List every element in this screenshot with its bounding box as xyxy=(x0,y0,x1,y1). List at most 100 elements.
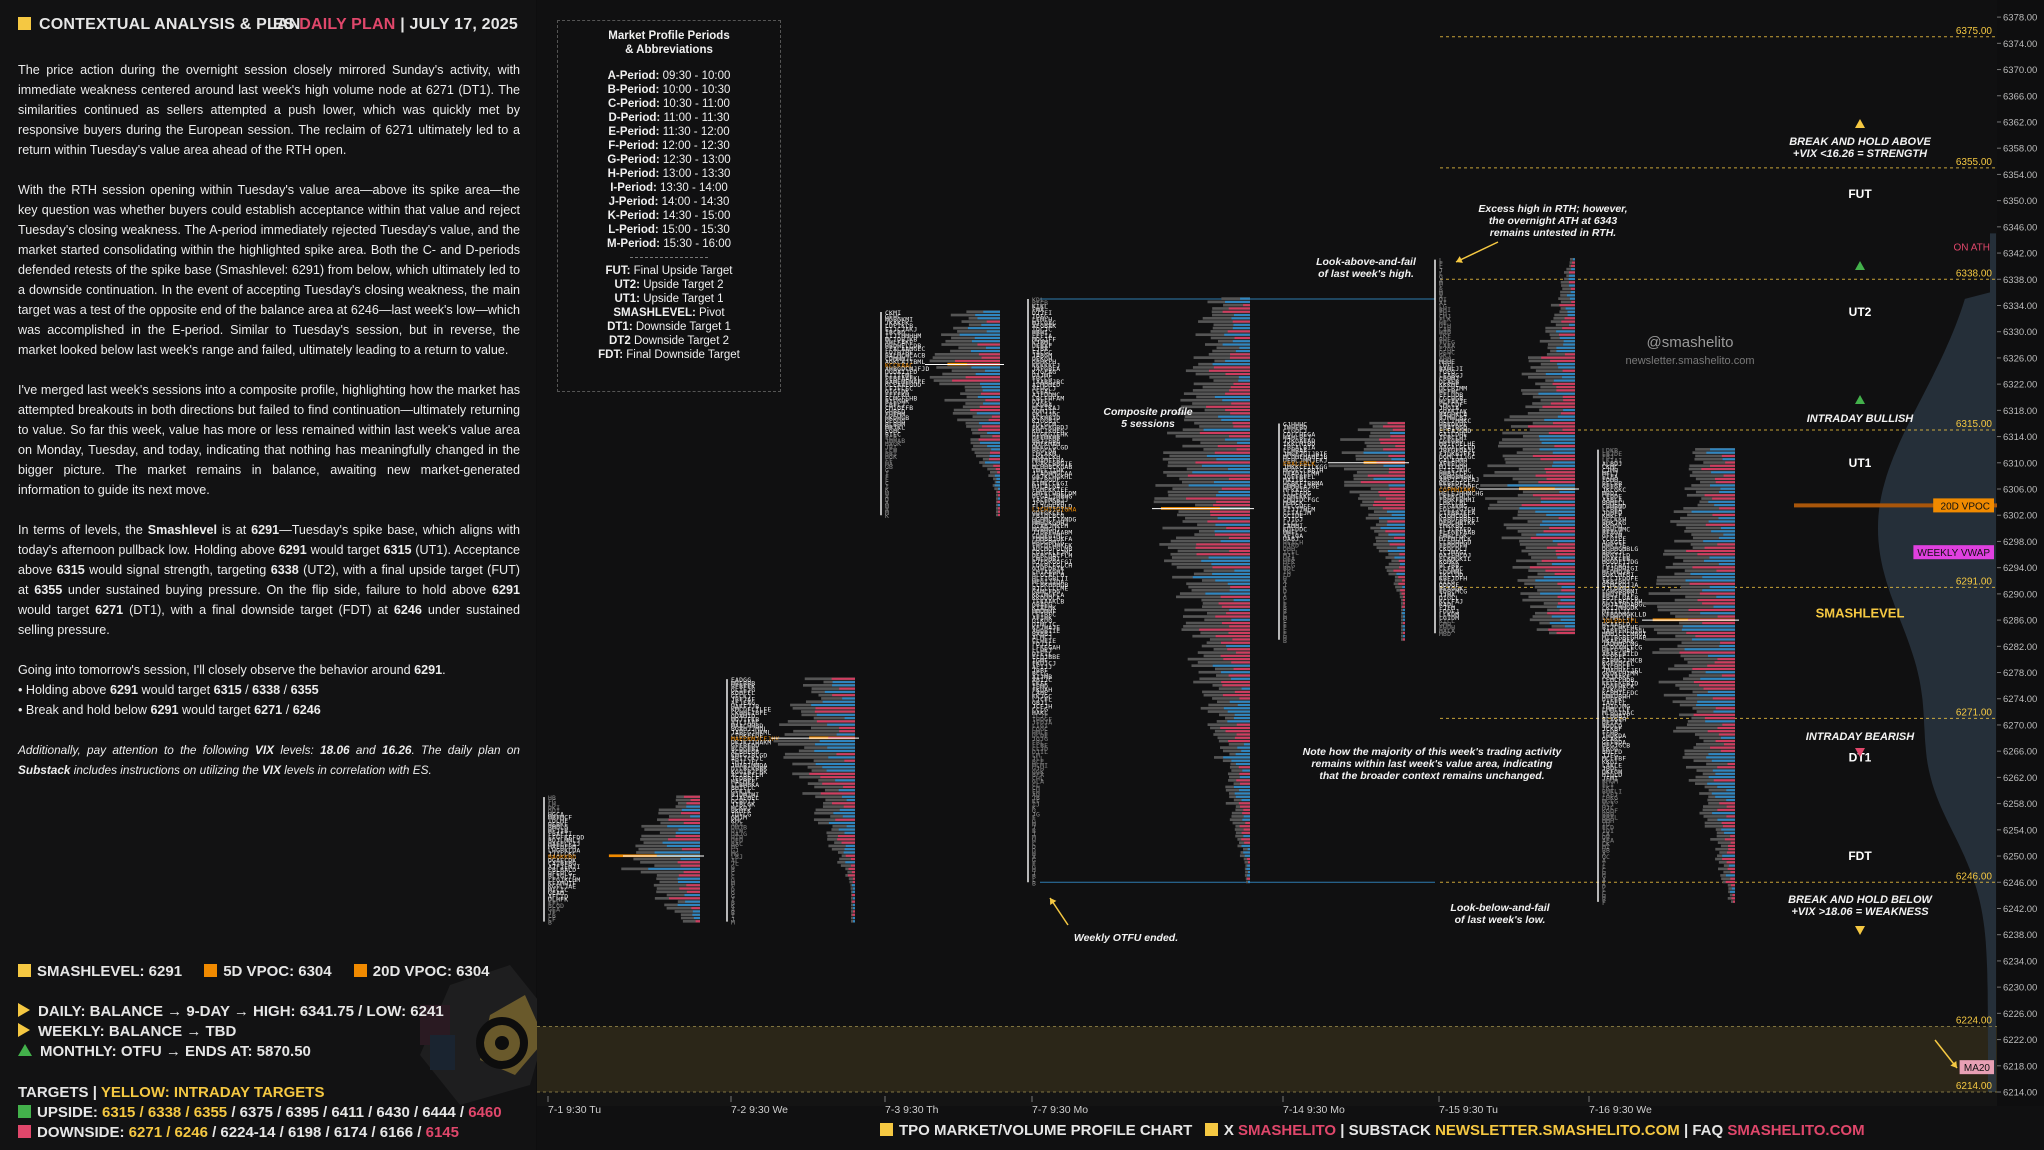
tpo-row: LAKLE xyxy=(1602,761,1622,769)
delta-bar xyxy=(1540,497,1575,500)
tpo-row: IGMF xyxy=(1032,656,1048,664)
volume-bar xyxy=(982,464,1000,468)
tpo-row: DCDE xyxy=(1032,732,1048,740)
delta-bar xyxy=(1718,536,1735,539)
volume-bar xyxy=(840,864,855,867)
tpo-row: LKEKCHLC xyxy=(1439,493,1471,501)
tpo-row: CGGC xyxy=(1032,725,1048,733)
tpo-row: DEHCJMMJEKJ xyxy=(1283,457,1328,465)
downside-last: 6145 xyxy=(425,1124,459,1141)
volume-bar xyxy=(803,684,855,687)
delta-bar xyxy=(971,366,1000,369)
chart-background xyxy=(537,0,2044,1150)
tpo-row: IDFCG xyxy=(731,810,751,818)
delta-bar xyxy=(1231,759,1250,762)
tpo-row: BMKJKG xyxy=(1602,519,1626,527)
tpo-row: AGKCAJIBML xyxy=(885,358,925,366)
footer-faq-link[interactable]: SMASHELITO.COM xyxy=(1727,1122,1865,1139)
tpo-row: ELDJBBE xyxy=(1032,653,1060,661)
delta-bar xyxy=(1225,730,1250,733)
tpo-row: HAKFJJB xyxy=(731,702,759,710)
volume-bar xyxy=(1505,461,1575,464)
period-name: L-Period: xyxy=(608,224,659,236)
delta-bar xyxy=(1385,530,1405,533)
delta-bar xyxy=(1558,333,1575,336)
delta-bar xyxy=(1226,526,1250,530)
plan-line: Going into tomorrow's session, I'll clos… xyxy=(18,663,446,677)
y-tick-label: 6258.00 xyxy=(2003,799,2037,810)
tpo-row: FFHB xyxy=(1602,729,1618,737)
tpo-row: M xyxy=(885,489,889,497)
delta-bar xyxy=(1702,602,1735,605)
tpo-row: EKFF xyxy=(1032,679,1048,687)
delta-bar xyxy=(1221,487,1250,490)
tpo-row: LLHKJ xyxy=(1032,647,1052,655)
delta-bar xyxy=(1562,327,1575,330)
volume-bar xyxy=(1716,834,1735,838)
tpo-row: IFKAAKLB xyxy=(1032,597,1064,605)
delta-bar xyxy=(1716,569,1735,572)
level-price-label: 6315.00 xyxy=(1956,419,1993,430)
date-label: JULY 17, 2025 xyxy=(409,16,518,33)
footer-x-handle[interactable]: SMASHELITO xyxy=(1238,1122,1337,1139)
tpo-row: B xyxy=(1032,873,1036,881)
tpo-row: HALA xyxy=(1439,627,1455,635)
look-above-annotation: Look-above-and-fail xyxy=(1316,256,1417,268)
smashlevel-legend: SMASHLEVEL: 6291 xyxy=(18,963,182,980)
tpo-row: HGK xyxy=(885,453,897,461)
y-tick-label: 6286.00 xyxy=(2003,616,2037,627)
footer-separator: | xyxy=(1683,1122,1689,1139)
tpo-row: GEFBDA xyxy=(1602,738,1626,746)
volume-bar xyxy=(1208,353,1250,356)
tpo-row: DMKDBHH xyxy=(1602,692,1630,700)
tpo-row: JF xyxy=(548,909,556,917)
volume-bar xyxy=(783,756,855,759)
delta-bar xyxy=(1557,363,1575,366)
delta-bar xyxy=(1556,389,1575,392)
volume-bar xyxy=(1201,598,1250,602)
delta-bar xyxy=(1394,536,1405,539)
delta-bar xyxy=(841,795,855,798)
tpo-row: FKDAH xyxy=(1032,686,1052,694)
tpo-row: MI xyxy=(1602,843,1610,851)
period-time: 11:30 - 12:00 xyxy=(662,126,730,138)
tpo-row: HBKDKDE xyxy=(1439,420,1467,428)
volume-bar xyxy=(1203,448,1250,451)
paragraph: The price action during the overnight se… xyxy=(18,63,520,157)
delta-bar xyxy=(1564,625,1575,628)
tpo-row: DCBDIJ xyxy=(731,797,755,805)
delta-bar xyxy=(648,867,700,870)
volume-bar xyxy=(951,369,1000,373)
tpo-row: IJ xyxy=(1032,801,1040,809)
delta-bar xyxy=(1222,399,1250,402)
tpo-row: MCLFBF xyxy=(1602,755,1626,763)
tpo-row: LBJ xyxy=(731,853,743,861)
volume-bar xyxy=(1176,536,1250,540)
volume-bar xyxy=(1694,457,1735,461)
tpo-row: LGHGBBBMI xyxy=(1602,588,1638,596)
volume-bar xyxy=(804,677,855,681)
tpo-row: FMKKBD xyxy=(1439,522,1463,530)
tpo-row: B xyxy=(731,899,735,907)
tpo-row: ID xyxy=(1602,820,1610,828)
tpo-row: EDBCMCG xyxy=(1439,588,1467,596)
tpo-row: JKAKFK xyxy=(885,319,909,327)
delta-bar xyxy=(846,798,855,802)
period-legend: Market Profile Periods & Abbreviations A-… xyxy=(557,20,781,392)
tpo-row: JJKGAEAD xyxy=(1283,437,1315,445)
volume-bar xyxy=(1186,467,1250,471)
delta-bar xyxy=(1363,451,1405,454)
tpo-row: GDFGKCEL xyxy=(1032,509,1064,517)
delta-bar xyxy=(684,894,700,897)
delta-bar xyxy=(959,333,1000,336)
footer-substack-link[interactable]: NEWSLETTER.SMASHELITO.COM xyxy=(1435,1122,1680,1139)
tpo-row: IDCMF xyxy=(548,817,568,825)
delta-bar xyxy=(1214,395,1250,398)
tpo-row: GIABJMKEH xyxy=(1032,522,1068,530)
delta-bar xyxy=(1723,743,1735,746)
tpo-row: HMLE xyxy=(1032,729,1048,737)
delta-bar xyxy=(1553,379,1575,382)
watermark-handle: @smashelito xyxy=(1647,334,1734,351)
tpo-row: DEBCDACFLH xyxy=(1032,552,1072,560)
level-price-label: 6355.00 xyxy=(1956,157,1993,168)
